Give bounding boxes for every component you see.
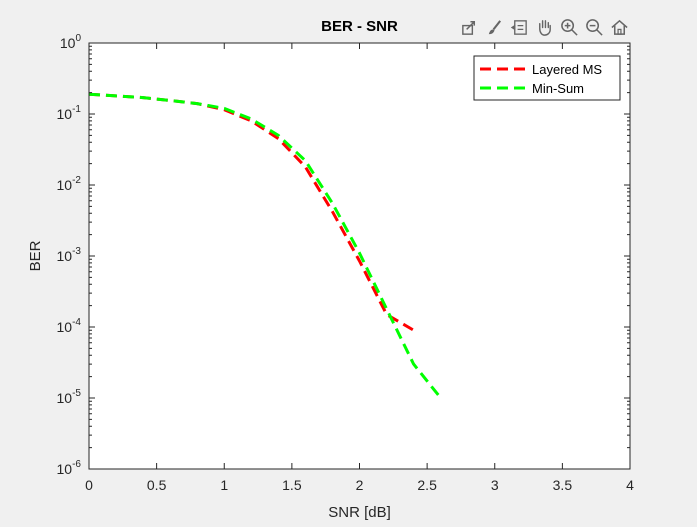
y-tick-label: 100 [60,33,82,51]
series-layer [88,92,442,399]
y-tick-label: 10-6 [57,459,82,477]
legend-box [473,55,621,101]
y-axis-label: BER [27,240,44,271]
y-tick-base: 10 [60,35,76,51]
x-tick-label: 1.5 [282,477,302,493]
y-tick-exponent: -3 [72,246,81,257]
export-icon [461,20,475,35]
y-tick-base: 10 [57,461,73,477]
y-tick-exponent: 0 [75,33,81,44]
y-tick-exponent: -5 [72,388,81,399]
y-tick-label: 10-1 [57,104,82,122]
y-tick-base: 10 [57,319,73,335]
legend-entry-0: Layered MS [532,62,602,77]
y-tick-base: 10 [57,177,73,193]
y-tick-base: 10 [57,390,73,406]
y-tick-label: 10-5 [57,388,82,406]
data-tips-button[interactable] [508,16,530,38]
export-button[interactable] [458,16,480,38]
x-tick-label: 1 [220,477,228,493]
y-tick-exponent: -4 [72,317,81,328]
x-tick-label: 4 [626,477,634,493]
y-tick-exponent: -1 [72,104,81,115]
legend-entry-1: Min-Sum [532,81,584,96]
chart-title: BER - SNR [321,18,398,35]
brush-icon [488,19,501,34]
x-tick-label: 3 [491,477,499,493]
data-tips-icon [510,19,527,35]
x-tick-label: 0 [85,477,93,493]
x-tick-label: 3.5 [553,477,573,493]
pan-button[interactable] [533,16,555,38]
y-tick-exponent: -2 [72,175,81,186]
x-axis-label: SNR [dB] [328,504,391,521]
pan-hand-icon [538,19,551,36]
x-axis-ticks: 0 0.5 1 1.5 2 2.5 3 3.5 4 [85,43,634,493]
y-tick-label: 10-3 [57,246,82,264]
x-tick-label: 2 [356,477,364,493]
home-icon [610,19,628,35]
x-tick-label: 0.5 [147,477,167,493]
y-tick-exponent: -6 [72,459,81,470]
y-tick-base: 10 [57,248,73,264]
zoom-out-button[interactable] [583,16,605,38]
x-tick-label: 2.5 [417,477,437,493]
y-tick-label: 10-2 [57,175,82,193]
zoom-out-icon [585,18,603,36]
brush-button[interactable] [483,16,505,38]
y-tick-base: 10 [57,106,73,122]
axes-toolbar [458,16,630,38]
zoom-in-button[interactable] [558,16,580,38]
y-tick-label: 10-4 [57,317,82,335]
zoom-in-icon [560,18,578,36]
legend[interactable]: Layered MS Min-Sum [473,55,621,101]
home-button[interactable] [608,16,630,38]
series-line-1[interactable] [88,92,442,399]
